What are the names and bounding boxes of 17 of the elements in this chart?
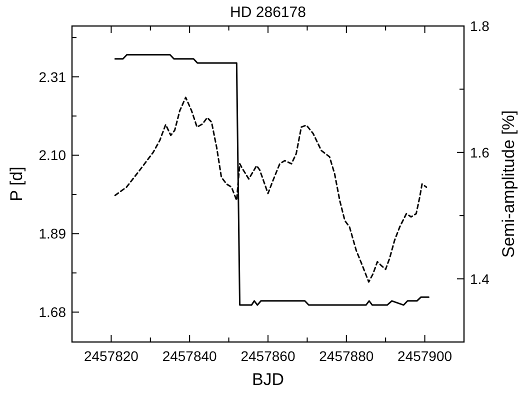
y2-tick-label: 1.4: [470, 270, 490, 287]
y2-tick-label: 1.8: [470, 18, 490, 34]
y-axis-title: P [d]: [7, 166, 26, 202]
y-tick-label: 1.89: [38, 226, 66, 242]
y2-tick-label: 1.6: [470, 144, 490, 160]
y2-axis-title: Semi-amplitude [%]: [499, 110, 518, 258]
x-tick-label: 2457860: [240, 348, 296, 364]
x-tick-label: 2457820: [84, 348, 139, 364]
y-tick-label: 1.68: [38, 304, 66, 320]
y-tick-label: 2.31: [38, 68, 66, 85]
x-tick-label: 2457880: [319, 348, 374, 364]
x-tick-label: 2457840: [162, 348, 218, 364]
x-tick-label: 2457900: [398, 348, 452, 364]
x-axis-title: BJD: [252, 370, 284, 389]
chart-title: HD 286178: [230, 4, 306, 21]
y-tick-label: 2.10: [38, 147, 66, 164]
line-series: [114, 54, 430, 306]
